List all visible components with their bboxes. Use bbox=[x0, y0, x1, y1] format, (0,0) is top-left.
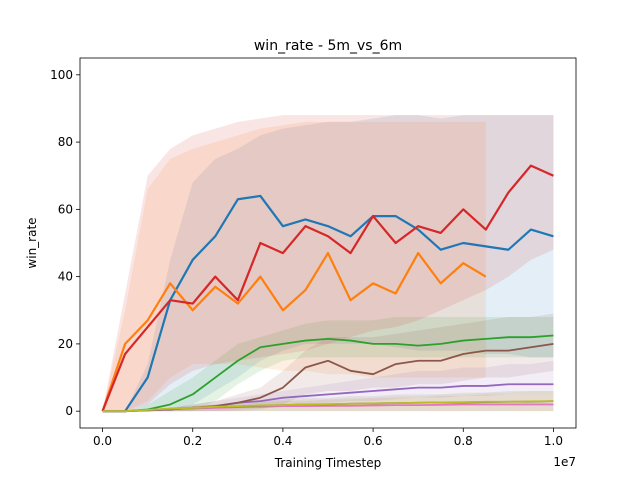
y-axis-ticks: 0 20 40 60 80 100 bbox=[50, 68, 80, 418]
x-axis-label: Training Timestep bbox=[274, 456, 382, 470]
x-tick-label: 0.0 bbox=[93, 434, 112, 448]
series-1-band bbox=[102, 115, 554, 412]
y-tick-label: 100 bbox=[50, 68, 73, 82]
series-4-line bbox=[101, 164, 554, 412]
x-axis-ticks: 0.0 0.2 0.4 0.6 0.8 1.0 bbox=[93, 428, 563, 448]
y-tick-label: 80 bbox=[58, 135, 73, 149]
x-axis-offset-label: 1e7 bbox=[553, 455, 576, 469]
confidence-bands bbox=[102, 115, 554, 412]
series-2-band bbox=[102, 121, 486, 412]
series-9-line bbox=[102, 400, 554, 413]
chart-title: win_rate - 5m_vs_6m bbox=[254, 38, 402, 54]
series-1-line bbox=[102, 194, 554, 413]
series-3-band bbox=[102, 317, 554, 412]
series-3-line bbox=[102, 334, 554, 413]
series-6-band bbox=[102, 313, 554, 412]
y-axis-label: win_rate bbox=[25, 217, 39, 268]
x-tick-label: 0.2 bbox=[183, 434, 202, 448]
y-tick-label: 20 bbox=[58, 337, 73, 351]
plot-area-frame bbox=[79, 57, 577, 429]
y-tick-label: 0 bbox=[65, 404, 73, 418]
x-tick-label: 0.8 bbox=[454, 434, 473, 448]
y-tick-label: 40 bbox=[58, 270, 73, 284]
series-2-line bbox=[101, 251, 487, 412]
x-tick-label: 0.4 bbox=[273, 434, 292, 448]
y-tick-label: 60 bbox=[58, 202, 73, 216]
series-lines bbox=[101, 164, 554, 413]
x-tick-label: 0.6 bbox=[364, 434, 383, 448]
x-tick-label: 1.0 bbox=[544, 434, 563, 448]
series-5-band bbox=[102, 360, 554, 412]
series-4-band bbox=[102, 115, 554, 412]
